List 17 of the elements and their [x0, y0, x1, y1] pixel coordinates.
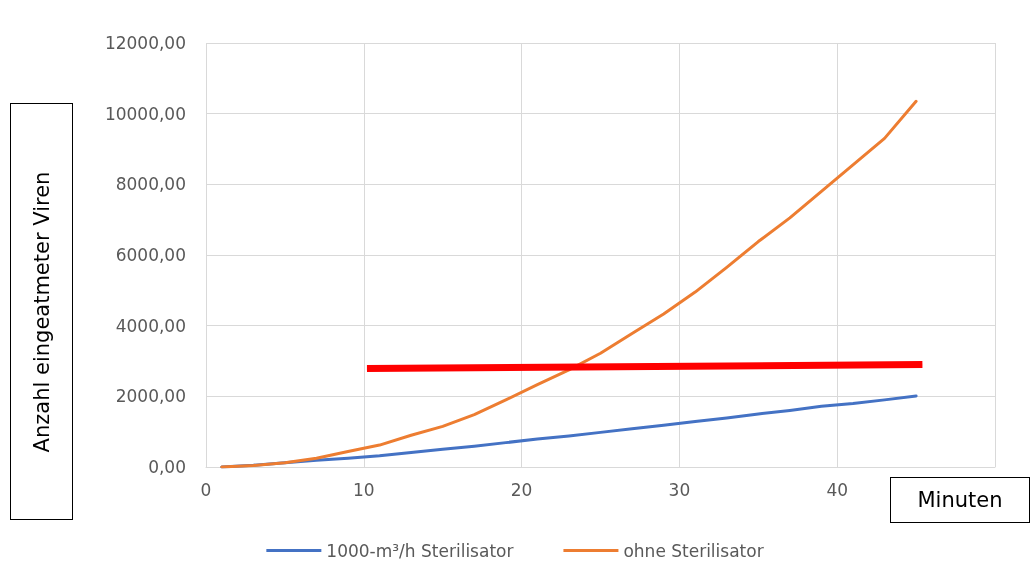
y-axis-title: Anzahl eingeatmeter Viren — [29, 171, 54, 452]
y-tick-label: 0,00 — [148, 457, 186, 477]
x-tick-label: 0 — [200, 479, 212, 500]
y-tick-label: 8000,00 — [115, 174, 186, 195]
x-tick-label: 20 — [510, 479, 533, 500]
y-tick-label: 6000,00 — [115, 245, 186, 265]
legend-label: 1000-m³/h Sterilisator — [326, 540, 514, 561]
y-tick-label: 2000,00 — [115, 386, 186, 407]
line-series — [220, 99, 918, 469]
y-tick-label: 10000,00 — [104, 103, 186, 124]
y-tick-label: 12000,00 — [104, 33, 186, 53]
x-tick-label: 10 — [352, 479, 375, 500]
y-tick-label: 4000,00 — [115, 315, 186, 336]
x-axis-title: Minuten — [890, 477, 1030, 523]
x-tick-label: 30 — [668, 479, 691, 500]
legend-label: ohne Sterilisator — [623, 540, 764, 561]
x-tick-label: 40 — [826, 479, 849, 500]
